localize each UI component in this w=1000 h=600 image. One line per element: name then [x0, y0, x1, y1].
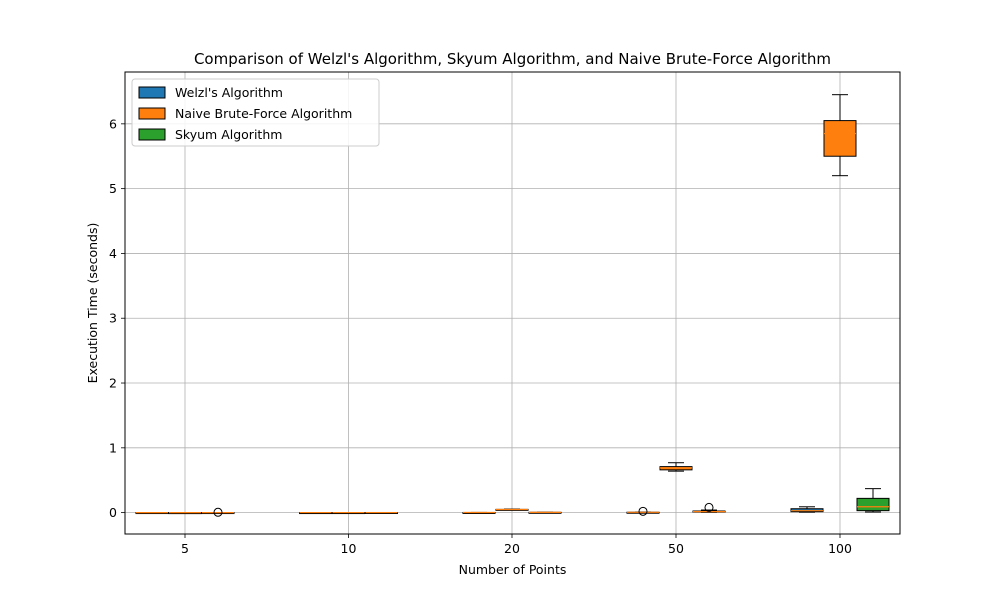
box-2-1: [365, 511, 398, 514]
chart-title: Comparison of Welzl's Algorithm, Skyum A…: [194, 50, 831, 68]
box-0-1: [299, 511, 332, 515]
legend-box: [131, 78, 380, 147]
y-tick-label: 6: [109, 116, 117, 131]
x-axis-label: Number of Points: [459, 562, 567, 577]
y-tick-label: 3: [109, 311, 117, 326]
y-tick-label: 0: [109, 505, 117, 520]
outlier-point: [213, 507, 223, 517]
y-axis-label: Execution Time (seconds): [85, 223, 100, 384]
box-1-4: [823, 94, 857, 177]
outlier-point: [638, 506, 648, 516]
y-tick-label: 4: [109, 246, 117, 261]
x-tick-label: 50: [668, 541, 684, 556]
legend-swatch: [138, 86, 166, 99]
box-1-0: [168, 512, 202, 515]
y-tick-label: 5: [109, 181, 117, 196]
box-0-3: [626, 506, 660, 516]
x-axis-ticks: 5 10 20 50 100: [181, 534, 852, 556]
legend: Welzl's Algorithm Naive Brute-Force Algor…: [131, 78, 380, 147]
box-plots: [135, 94, 890, 517]
box-2-4: [856, 488, 890, 513]
box-body: [856, 497, 890, 512]
legend-swatch: [138, 107, 166, 120]
legend-label: Welzl's Algorithm: [175, 85, 283, 100]
box-0-2: [462, 511, 496, 514]
legend-label: Naive Brute-Force Algorithm: [175, 106, 352, 121]
legend-label: Skyum Algorithm: [175, 127, 282, 142]
box-1-3: [659, 462, 693, 472]
outlier-point: [704, 502, 714, 512]
x-tick-label: 10: [341, 541, 357, 556]
plot-frame: [124, 71, 901, 535]
y-tick-label: 1: [109, 440, 117, 455]
box-0-0: [135, 512, 169, 515]
box-1-1: [332, 511, 365, 515]
x-tick-label: 100: [828, 541, 852, 556]
legend-item-1: Naive Brute-Force Algorithm: [138, 106, 352, 121]
legend-item-0: Welzl's Algorithm: [138, 85, 283, 100]
legend-swatch: [138, 128, 166, 141]
box-2-0: [201, 507, 235, 517]
box-2-3: [692, 502, 726, 513]
box-0-4: [790, 506, 824, 513]
box-body: [823, 120, 857, 157]
legend-item-2: Skyum Algorithm: [138, 127, 282, 142]
x-tick-label: 20: [504, 541, 520, 556]
box-2-2: [528, 511, 562, 514]
y-tick-label: 2: [109, 376, 117, 391]
box-1-2: [495, 508, 529, 511]
x-tick-label: 5: [181, 541, 189, 556]
y-axis-ticks: 0 1 2 3 4 5 6: [109, 116, 125, 520]
